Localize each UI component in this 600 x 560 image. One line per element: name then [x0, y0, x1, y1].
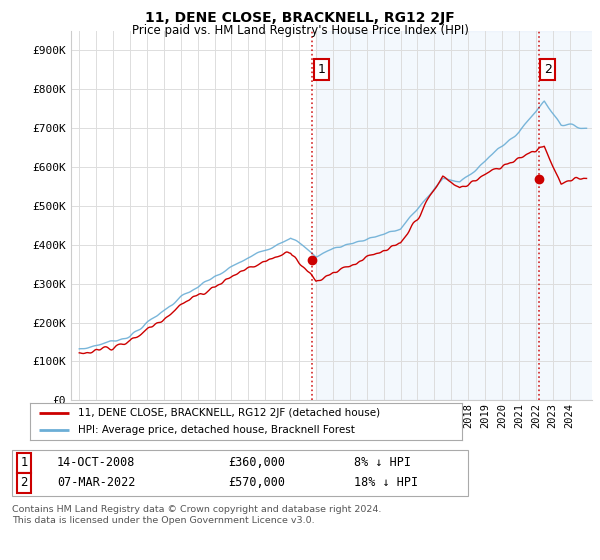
Text: 2: 2	[544, 63, 551, 76]
Text: 1: 1	[20, 456, 28, 469]
Text: 8% ↓ HPI: 8% ↓ HPI	[354, 456, 411, 469]
Text: 11, DENE CLOSE, BRACKNELL, RG12 2JF: 11, DENE CLOSE, BRACKNELL, RG12 2JF	[145, 11, 455, 25]
Text: 1: 1	[317, 63, 325, 76]
Text: £570,000: £570,000	[228, 476, 285, 489]
Text: 11, DENE CLOSE, BRACKNELL, RG12 2JF (detached house): 11, DENE CLOSE, BRACKNELL, RG12 2JF (det…	[77, 408, 380, 418]
Text: £360,000: £360,000	[228, 456, 285, 469]
Text: HPI: Average price, detached house, Bracknell Forest: HPI: Average price, detached house, Brac…	[77, 425, 355, 435]
Text: 07-MAR-2022: 07-MAR-2022	[57, 476, 136, 489]
Text: Contains HM Land Registry data © Crown copyright and database right 2024.
This d: Contains HM Land Registry data © Crown c…	[12, 505, 382, 525]
Bar	[316, 31, 595, 400]
Text: 2: 2	[20, 476, 28, 489]
Text: 14-OCT-2008: 14-OCT-2008	[57, 456, 136, 469]
Text: 18% ↓ HPI: 18% ↓ HPI	[354, 476, 418, 489]
Text: Price paid vs. HM Land Registry's House Price Index (HPI): Price paid vs. HM Land Registry's House …	[131, 24, 469, 36]
